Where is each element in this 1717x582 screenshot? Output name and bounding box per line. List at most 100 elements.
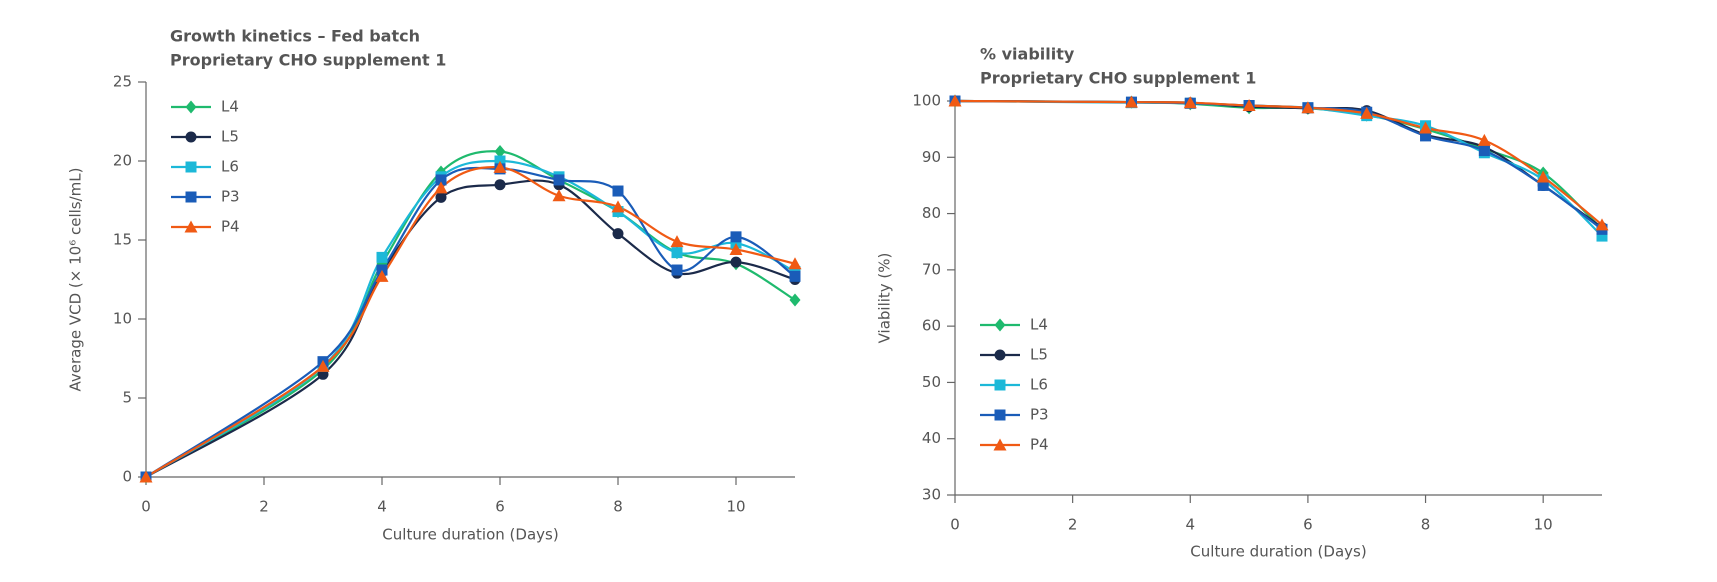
legend-marker [994,349,1006,361]
y-tick-label: 60 [922,317,941,335]
marker [671,264,683,276]
marker [494,145,506,159]
x-axis-label: Culture duration (Days) [1190,543,1366,561]
legend-marker [184,220,198,233]
marker [1595,218,1609,231]
y-tick-label: 5 [122,389,132,407]
series-line [145,150,796,478]
marker [612,228,624,240]
y-tick-label: 15 [113,231,132,249]
legend-marker [185,191,197,203]
marker [730,256,742,268]
marker [1419,121,1433,134]
marker [670,235,684,248]
marker [1420,130,1432,142]
marker [553,174,565,186]
y-tick-label: 30 [922,486,941,504]
marker [948,94,962,107]
y-tick-label: 20 [113,152,132,170]
marker [789,270,801,282]
y-tick-label: 80 [922,204,941,222]
marker [316,359,330,372]
x-tick-label: 6 [1303,516,1313,534]
marker [1124,95,1138,108]
marker [671,247,683,259]
series-line [954,99,1603,229]
marker [1242,99,1256,112]
legend-marker [993,438,1007,451]
marker [494,179,506,191]
x-tick-label: 2 [1068,516,1078,534]
series-line [145,179,796,478]
x-tick-label: 0 [950,516,960,534]
marker [788,257,802,270]
series-line [954,99,1603,231]
marker [493,160,507,173]
chart-title: % viability [980,45,1075,64]
marker [1360,106,1374,119]
x-tick-label: 6 [495,498,505,516]
marker [435,174,447,186]
marker [789,293,801,307]
legend-label: P4 [1030,436,1049,454]
y-axis-label: Viability (%) [876,253,894,344]
legend-label: P3 [1030,406,1049,424]
series-line [145,165,796,478]
legend-marker [994,379,1006,391]
series-line [954,99,1603,226]
y-axis-label: Average VCD (× 10⁶ cells/mL) [67,168,85,392]
legend-marker [994,409,1006,421]
series-line [145,159,796,478]
y-tick-label: 10 [113,310,132,328]
y-tick-label: 50 [922,373,941,391]
marker [1536,170,1550,183]
legend-marker [185,161,197,173]
x-tick-label: 10 [1534,516,1553,534]
chart-subtitle: Proprietary CHO supplement 1 [170,51,446,70]
x-tick-label: 4 [1185,516,1195,534]
marker [376,251,388,263]
marker [139,470,153,483]
y-tick-label: 90 [922,148,941,166]
legend-label: L6 [221,158,239,176]
x-tick-label: 2 [259,498,269,516]
legend-label: L5 [1030,346,1048,364]
legend-label: L5 [221,128,239,146]
chart-subtitle: Proprietary CHO supplement 1 [980,69,1256,88]
marker [1596,230,1608,242]
y-tick-label: 70 [922,260,941,278]
y-tick-label: 40 [922,429,941,447]
series-line [954,99,1603,237]
marker [434,181,448,194]
chart-title: Growth kinetics – Fed batch [170,27,420,46]
legend-label: P4 [221,218,240,236]
marker [435,191,447,203]
legend-label: P3 [221,188,240,206]
series-line [145,166,796,478]
x-axis-label: Culture duration (Days) [382,526,558,544]
marker [1183,96,1197,109]
y-tick-label: 0 [122,468,132,486]
marker [1478,145,1490,157]
y-tick-label: 25 [113,73,132,91]
x-tick-label: 10 [726,498,745,516]
marker [611,200,625,213]
legend-marker [185,100,197,114]
x-tick-label: 4 [377,498,387,516]
legend-marker [994,318,1006,332]
legend-label: L4 [221,98,239,116]
marker [552,189,566,202]
marker [1537,179,1549,191]
marker [1301,101,1315,114]
x-tick-label: 8 [1421,516,1431,534]
marker [612,185,624,197]
legend-label: L6 [1030,376,1048,394]
legend-label: L4 [1030,316,1048,334]
marker [730,231,742,243]
marker [1477,133,1491,146]
marker [375,269,389,282]
marker [729,242,743,255]
y-tick-label: 100 [912,92,941,110]
series-line [954,99,1603,231]
